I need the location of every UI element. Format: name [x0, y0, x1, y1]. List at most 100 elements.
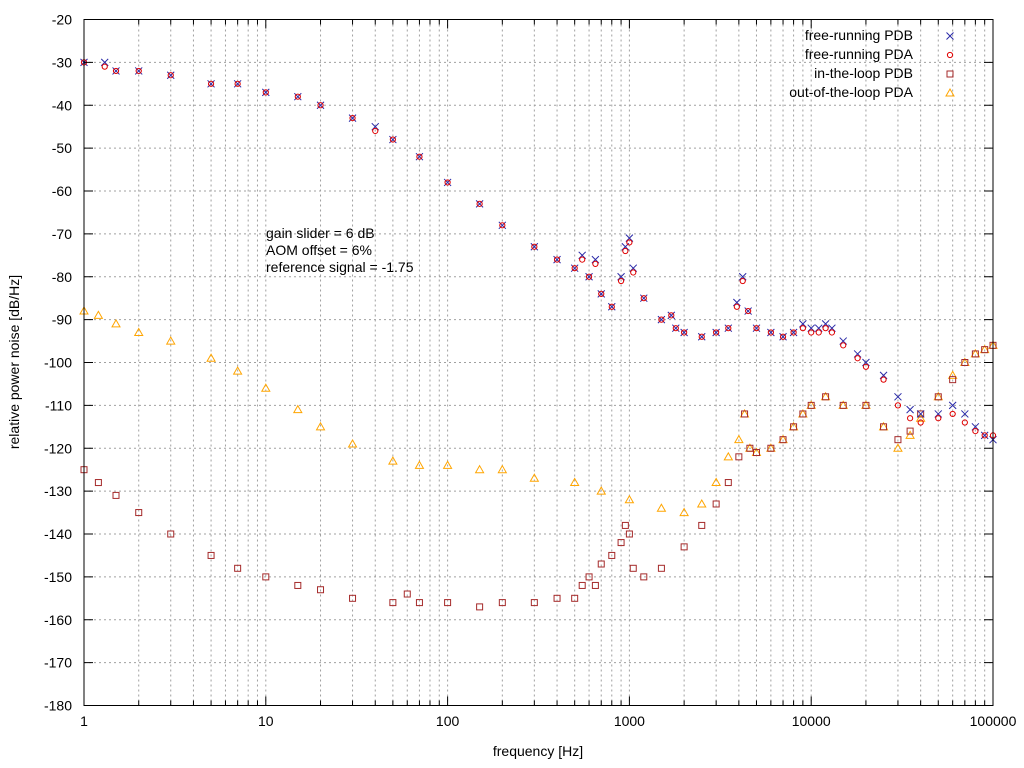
data-point	[733, 434, 744, 444]
data-point	[608, 303, 615, 310]
data-point	[134, 67, 143, 75]
data-point	[948, 401, 957, 410]
data-point	[916, 410, 925, 418]
data-point	[626, 239, 633, 246]
data-point	[553, 255, 561, 264]
y-tick-label: -130	[44, 483, 72, 499]
data-point	[416, 153, 423, 160]
data-point	[779, 436, 787, 444]
data-point	[389, 135, 397, 144]
data-point	[498, 221, 507, 230]
data-point	[679, 507, 689, 517]
data-point	[317, 102, 324, 109]
x-tick-label: 1	[80, 713, 88, 729]
data-point	[949, 410, 956, 418]
data-point	[625, 530, 633, 538]
data-point	[607, 302, 616, 311]
data-point	[745, 307, 752, 315]
data-point	[112, 67, 120, 75]
data-point	[261, 88, 270, 97]
x-tick-label: 1000	[614, 713, 645, 729]
data-point	[840, 342, 847, 349]
data-point	[571, 594, 579, 602]
data-point	[476, 200, 483, 207]
legend-marker	[945, 87, 955, 97]
y-tick-label: -70	[52, 226, 72, 242]
y-tick-label: -140	[44, 526, 72, 542]
data-point	[444, 599, 452, 607]
data-point	[790, 329, 797, 336]
data-point	[680, 543, 688, 551]
data-point	[698, 521, 706, 529]
data-point	[443, 178, 452, 187]
data-point	[961, 419, 968, 426]
data-point	[442, 460, 453, 469]
data-point	[657, 315, 666, 324]
data-point	[822, 325, 829, 332]
data-point	[713, 329, 720, 336]
data-point	[530, 242, 539, 251]
data-point	[591, 581, 599, 589]
data-point	[915, 413, 926, 422]
data-point	[807, 401, 815, 409]
data-point	[767, 329, 774, 336]
data-point	[530, 599, 538, 607]
data-point	[656, 503, 667, 512]
annotation-gain: gain slider = 6 dB	[266, 225, 375, 241]
data-point	[624, 494, 635, 504]
data-point	[529, 473, 540, 482]
data-point	[862, 363, 870, 370]
data-point	[497, 464, 508, 474]
data-point	[767, 328, 775, 337]
data-point	[779, 333, 787, 340]
data-point	[980, 431, 989, 440]
data-point	[894, 402, 902, 409]
grid	[84, 19, 993, 706]
data-point	[207, 551, 215, 559]
y-tick-label: -120	[44, 440, 72, 456]
data-point	[822, 393, 830, 401]
series-in-the-loop-pdb	[80, 341, 997, 611]
data-point	[733, 303, 740, 310]
data-point	[165, 336, 176, 345]
data-point	[961, 359, 969, 366]
data-point	[934, 393, 942, 401]
data-point	[917, 419, 924, 426]
data-point	[640, 295, 647, 302]
data-point	[294, 581, 302, 589]
data-point	[553, 256, 561, 263]
data-point	[658, 316, 665, 323]
data-point	[499, 222, 506, 229]
data-point	[621, 521, 629, 529]
y-tick-label: -50	[52, 140, 72, 156]
series-free-running-pdb	[80, 58, 997, 444]
data-point	[444, 179, 451, 186]
data-point	[862, 401, 870, 409]
data-point	[167, 72, 174, 79]
data-point	[578, 581, 586, 589]
data-point	[789, 328, 798, 337]
legend-marker	[946, 51, 954, 59]
data-point	[207, 80, 215, 87]
data-point	[596, 486, 607, 495]
data-point	[799, 410, 807, 418]
x-tick-label: 10	[258, 713, 274, 729]
data-point	[972, 428, 979, 435]
y-axis-label: relative power noise [dB/Hz]	[6, 275, 22, 449]
axis-ticks: -20 -30 -40 -50 -60 -70 -80 -90 -100 -110 -120 -130…	[44, 12, 1017, 730]
data-point	[854, 355, 861, 362]
data-point	[167, 530, 175, 538]
data-point	[799, 325, 806, 332]
y-tick-label: -160	[44, 612, 72, 628]
data-point	[585, 573, 593, 581]
data-point	[585, 273, 593, 280]
data-point	[570, 264, 579, 273]
legend-marker	[946, 32, 954, 40]
data-point	[667, 311, 676, 320]
data-point	[101, 63, 108, 70]
data-point	[415, 152, 424, 161]
y-tick-label: -40	[52, 97, 72, 113]
data-point	[348, 114, 357, 122]
y-tick-label: -170	[44, 655, 72, 671]
